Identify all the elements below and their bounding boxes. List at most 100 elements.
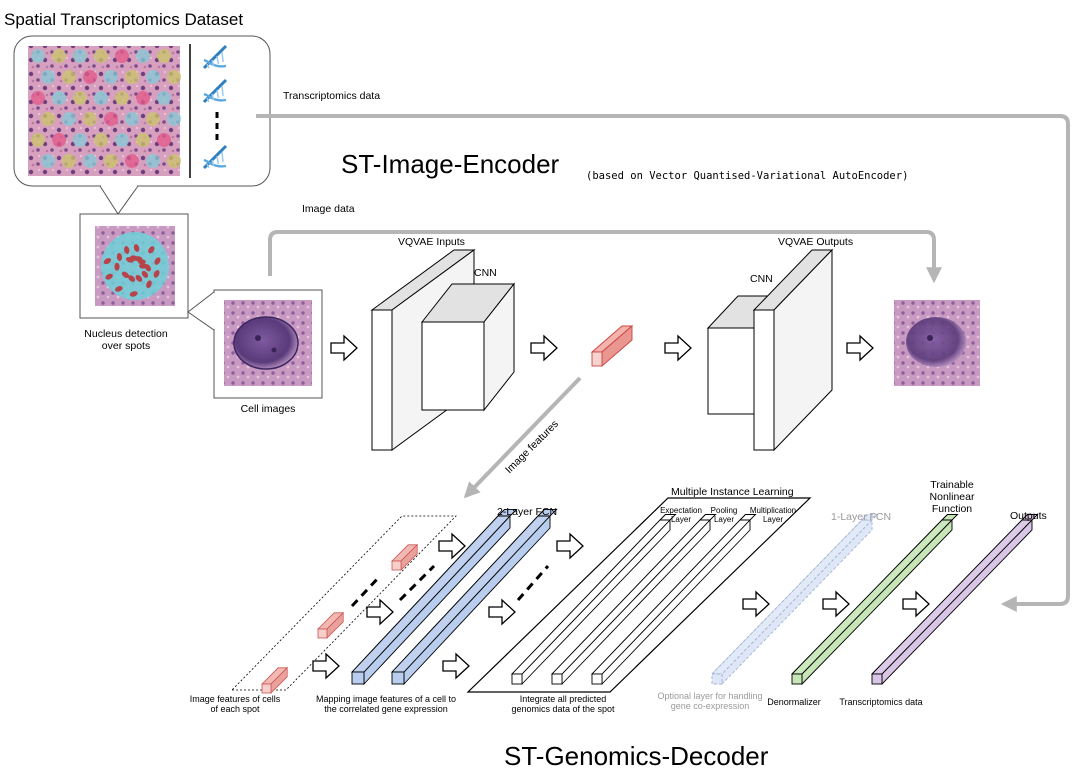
dataset-card [13, 35, 271, 215]
expectation-layer-bar [510, 514, 677, 686]
detected-nucleus [103, 258, 112, 265]
tissue-spot [41, 112, 55, 126]
tissue-spot [83, 70, 97, 84]
arrow-ellipsis [516, 565, 550, 601]
caption-image-features: Image features of cells of each spot [189, 694, 281, 715]
multiplication-layer-bar [590, 514, 757, 686]
cnn-decoder-label: CNN [750, 273, 773, 285]
image-data-label: Image data [302, 203, 355, 215]
tissue-spot [94, 49, 108, 63]
fcn-layer-bar [350, 508, 518, 686]
cell-feature-cube [391, 543, 419, 571]
caption-transcriptomics-data: Transcriptomics data [839, 697, 923, 707]
flow-arrow-fcn1-to-denormalizer [822, 590, 850, 618]
cnn-encoder-block [420, 282, 516, 412]
tissue-spot [52, 49, 66, 63]
transcriptomics-data-arrow [256, 114, 1070, 612]
tissue-spot [157, 91, 171, 105]
dataset-title: Spatial Transcriptomics Dataset [4, 10, 244, 29]
flow-arrow-fcn-to-mil [488, 598, 516, 626]
vqvae-outputs-label: VQVAE Outputs [778, 236, 854, 248]
flow-arrow-cell-to-fcn [366, 598, 394, 626]
optional-fcn-layer-bar [710, 514, 879, 686]
detected-nucleus [154, 257, 161, 265]
fcn1-label: 1-Layer FCN [831, 511, 892, 523]
tissue-spot [125, 112, 139, 126]
flow-arrow-cell-to-fcn [438, 532, 466, 560]
tissue-spot [41, 70, 55, 84]
detected-nucleus [129, 291, 138, 297]
expectation-layer-label: Expectation Layer [660, 506, 702, 525]
flow-arrow-to-output [846, 334, 874, 362]
tissue-spot [115, 133, 129, 147]
tissue-spot [146, 154, 160, 168]
caption-denormalizer: Denormalizer [767, 697, 821, 707]
trainable-nonlinear-bar [790, 514, 959, 686]
detected-nucleus [116, 252, 123, 261]
cell-feature-cube [317, 611, 345, 639]
encoder-title: ST-Image-Encoder [341, 149, 560, 179]
vqvae-inputs-label: VQVAE Inputs [398, 236, 465, 248]
tissue-spot [94, 133, 108, 147]
tissue-spot [52, 133, 66, 147]
tissue-spot [115, 49, 129, 63]
fcn2-label: 2-Layer FCN [497, 506, 558, 518]
flow-arrow-denormalizer-to-output [902, 590, 930, 618]
tissue-spot [167, 70, 181, 84]
image-data-arrow [268, 230, 942, 284]
detected-nucleus [124, 246, 130, 254]
tissue-spot [167, 112, 181, 126]
cnn-encoder-label: CNN [474, 267, 497, 279]
tissue-spot [41, 154, 55, 168]
tissue-spot [52, 91, 66, 105]
tissue-spot [157, 133, 171, 147]
tissue-spot [62, 154, 76, 168]
tissue-spot [104, 70, 118, 84]
tissue-spot [73, 49, 87, 63]
trainable-function-label: Trainable Nonlinear Function [929, 479, 975, 516]
tissue-spot [73, 91, 87, 105]
output-transcriptomics-bar [870, 514, 1039, 686]
cell-image-panel [187, 289, 323, 399]
cell-feature-cube [261, 666, 289, 694]
tissue-spot [31, 91, 45, 105]
tissue-spot [73, 133, 87, 147]
caption-integrate: Integrate all predicted genomics data of… [511, 694, 615, 715]
detected-nucleus [114, 262, 120, 271]
encoder-subtitle: (based on Vector Quantised-Variational A… [586, 170, 909, 182]
cube-ellipsis [350, 574, 382, 608]
caption-optional-layer: Optional layer for handling gene co-expr… [657, 691, 763, 712]
cell-nucleus [233, 316, 299, 370]
tissue-spot [146, 112, 160, 126]
fcn-layer-bar [390, 508, 558, 686]
detected-nucleus [128, 275, 136, 282]
tissue-spot [83, 154, 97, 168]
tissue-spot [104, 154, 118, 168]
mil-label: Multiple Instance Learning [671, 486, 794, 498]
nucleus-detection-caption: Nucleus detection over spots [84, 328, 168, 353]
tissue-spot [136, 91, 150, 105]
tissue-spot [83, 112, 97, 126]
detected-nucleus [105, 273, 113, 280]
vqvae-outputs-block [752, 248, 834, 452]
tissue-spot [31, 133, 45, 147]
tissue-spot [146, 70, 160, 84]
tissue-spot [31, 49, 45, 63]
latent-feature-vector [590, 325, 634, 367]
image-features-arrow [463, 376, 582, 499]
pooling-layer-label: Pooling Layer [710, 506, 738, 525]
flow-arrow-cell-to-fcn [312, 652, 340, 680]
caption-mapping: Mapping image features of a cell to the … [315, 694, 457, 715]
flow-arrow-to-inputs [330, 334, 358, 362]
cell-callout-tail [187, 290, 215, 331]
pooling-layer-bar [550, 514, 717, 686]
detected-nucleus [148, 246, 155, 254]
tissue-spot [125, 70, 139, 84]
tissue-spot [125, 154, 139, 168]
tissue-spot [136, 133, 150, 147]
detected-nucleus [133, 244, 140, 252]
tissue-spot [62, 70, 76, 84]
transcriptomics-data-link-label: Transcriptomics data [283, 90, 381, 102]
cell-images-label: Cell images [240, 403, 296, 415]
